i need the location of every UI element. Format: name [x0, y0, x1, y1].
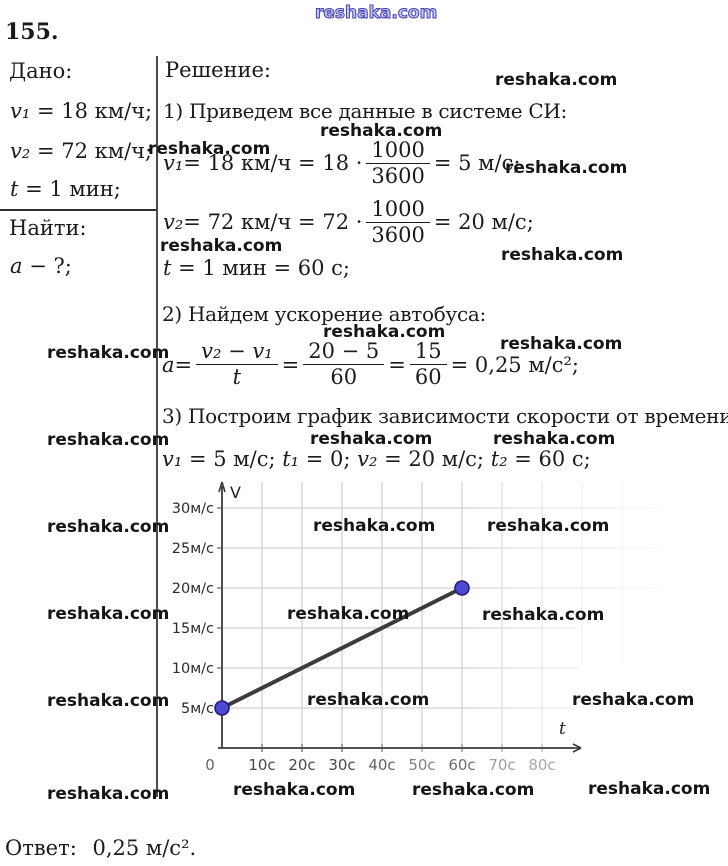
- watermark: reshaka.com: [233, 780, 356, 800]
- solution-title: Решение:: [165, 58, 272, 82]
- watermark: reshaka.com: [412, 780, 535, 800]
- watermark: reshaka.com: [588, 779, 711, 799]
- graph-svg: 0 10с 20с 30с 40с 50с 60с 70с 80с 5м/с 10м/с 15м/с 2…: [172, 478, 680, 774]
- problem-number: 155.: [5, 19, 59, 45]
- svg-text:60с: 60с: [448, 756, 475, 774]
- watermark-blue: reshaka.com: [314, 3, 438, 24]
- svg-text:10с: 10с: [248, 756, 275, 774]
- svg-text:0: 0: [205, 756, 215, 774]
- svg-text:30с: 30с: [328, 756, 355, 774]
- step3-heading: 3) Построим график зависимости скорости …: [162, 404, 728, 428]
- equation-acceleration: a = v₂ − v₁ t = 20 − 5 60 = 15 60 = 0,25 м/…: [162, 339, 580, 389]
- given-line-v2: v₂ = 72 км/ч;: [10, 139, 153, 163]
- svg-text:V: V: [230, 483, 241, 502]
- watermark: reshaka.com: [47, 343, 170, 363]
- watermark: reshaka.com: [310, 429, 433, 449]
- equation-t: t = 1 мин = 60 с;: [163, 256, 350, 280]
- given-find-divider: [0, 209, 157, 211]
- svg-text:5м/с: 5м/с: [181, 701, 214, 717]
- answer-line: Ответ: 0,25 м/с².: [5, 836, 196, 860]
- svg-text:80с: 80с: [528, 756, 555, 774]
- fraction: v₂ − v₁ t: [196, 340, 278, 388]
- given-title: Дано:: [9, 59, 73, 83]
- svg-text:15м/с: 15м/с: [172, 621, 214, 637]
- fraction: 1000 3600: [366, 197, 430, 246]
- fraction: 20 − 5 60: [303, 340, 385, 388]
- watermark: reshaka.com: [495, 70, 618, 90]
- svg-text:50с: 50с: [408, 756, 435, 774]
- graph-values-line: v₁ = 5 м/с; t₁ = 0; v₂ = 20 м/с; t₂ = 60…: [162, 447, 591, 471]
- watermark: reshaka.com: [47, 604, 170, 624]
- svg-text:10м/с: 10м/с: [172, 661, 214, 677]
- watermark: reshaka.com: [47, 517, 170, 537]
- svg-text:70с: 70с: [488, 756, 515, 774]
- find-line: a − ?;: [10, 254, 72, 278]
- svg-text:20м/с: 20м/с: [172, 581, 214, 597]
- equation-v2: v₂ = 72 км/ч = 72 · 1000 3600 = 20 м/с;: [163, 196, 534, 247]
- equation-v1: v₁ = 18 км/ч = 18 · 1000 3600 = 5 м/с;: [163, 137, 521, 188]
- svg-text:t: t: [559, 719, 566, 739]
- svg-text:40с: 40с: [368, 756, 395, 774]
- answer-label: Ответ:: [5, 836, 77, 860]
- svg-text:25м/с: 25м/с: [172, 541, 214, 557]
- step2-heading: 2) Найдем ускорение автобуса:: [162, 302, 486, 326]
- velocity-time-graph: 0 10с 20с 30с 40с 50с 60с 70с 80с 5м/с 10м/с 15м/с 2…: [160, 474, 680, 780]
- step1-heading: 1) Приведем все данные в системе СИ:: [163, 99, 567, 123]
- watermark: reshaka.com: [47, 430, 170, 450]
- fraction: 15 60: [409, 340, 447, 388]
- fraction: 1000 3600: [366, 138, 430, 187]
- given-line-t: t = 1 мин;: [10, 177, 121, 201]
- data-point: [454, 580, 470, 596]
- svg-text:30м/с: 30м/с: [172, 501, 214, 517]
- svg-text:20с: 20с: [288, 756, 315, 774]
- watermark: reshaka.com: [505, 158, 628, 178]
- given-line-v1: v₁ = 18 км/ч;: [10, 99, 153, 123]
- watermark: reshaka.com: [47, 691, 170, 711]
- column-divider: [156, 56, 158, 797]
- find-title: Найти:: [9, 216, 87, 240]
- watermark: reshaka.com: [47, 784, 170, 804]
- data-point: [214, 700, 230, 716]
- watermark: reshaka.com: [493, 429, 616, 449]
- answer-value: 0,25 м/с².: [92, 836, 197, 860]
